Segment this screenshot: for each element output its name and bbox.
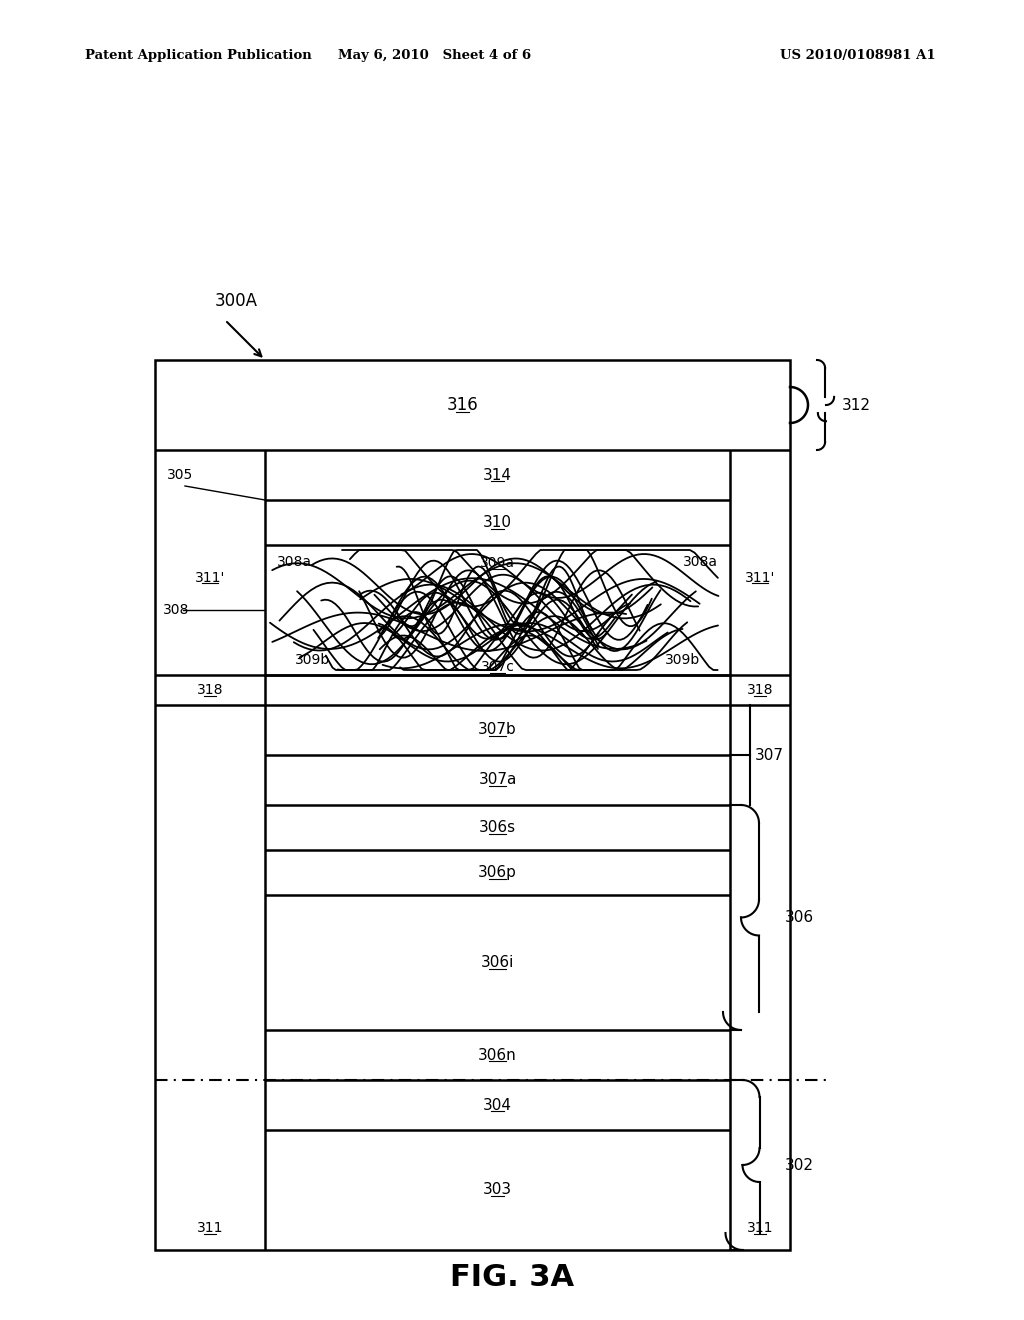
Text: 305: 305 (167, 469, 194, 482)
Text: 309a: 309a (480, 556, 515, 570)
Text: Patent Application Publication: Patent Application Publication (85, 49, 311, 62)
Text: 308: 308 (163, 603, 189, 616)
Text: 302: 302 (784, 1158, 813, 1172)
Text: May 6, 2010   Sheet 4 of 6: May 6, 2010 Sheet 4 of 6 (339, 49, 531, 62)
Text: 309b: 309b (665, 653, 700, 667)
Text: 311: 311 (746, 1221, 773, 1236)
Text: 310: 310 (483, 515, 512, 531)
Text: 307a: 307a (478, 772, 517, 788)
Text: 306: 306 (785, 909, 814, 925)
Text: 318: 318 (746, 682, 773, 697)
Text: 309b: 309b (295, 653, 331, 667)
Text: 316: 316 (446, 396, 478, 414)
Text: 306s: 306s (479, 820, 516, 836)
Text: 304: 304 (483, 1097, 512, 1113)
Text: 312: 312 (842, 397, 871, 412)
Text: 314: 314 (483, 467, 512, 483)
Bar (155, 360, 790, 1250)
Text: 311: 311 (197, 1221, 223, 1236)
Text: 307b: 307b (478, 722, 517, 738)
Text: 306n: 306n (478, 1048, 517, 1063)
Text: 307: 307 (755, 747, 784, 763)
Text: 306p: 306p (478, 865, 517, 880)
Text: 308a: 308a (278, 554, 312, 569)
Text: US 2010/0108981 A1: US 2010/0108981 A1 (780, 49, 936, 62)
Text: 318: 318 (197, 682, 223, 697)
Text: 311': 311' (744, 570, 775, 585)
Text: 311': 311' (195, 570, 225, 585)
Text: 306i: 306i (481, 954, 514, 970)
Text: 307c: 307c (480, 660, 514, 675)
Text: 308a: 308a (683, 554, 718, 569)
Text: 303: 303 (483, 1183, 512, 1197)
Text: FIG. 3A: FIG. 3A (450, 1263, 574, 1292)
Text: 300A: 300A (215, 292, 258, 310)
